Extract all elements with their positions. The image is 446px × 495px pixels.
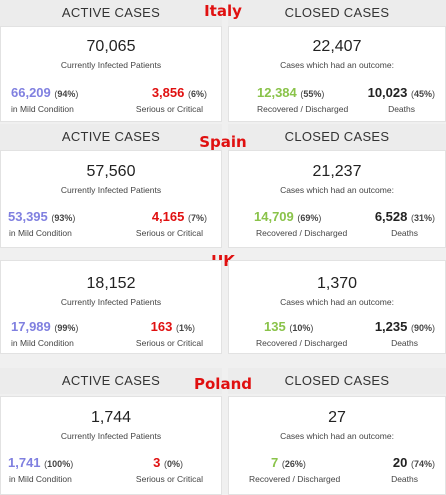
active-subtitle: Currently Infected Patients — [60, 60, 162, 70]
country-block-spain: ACTIVE CASES CLOSED CASES Spain 57,560 C… — [0, 122, 446, 250]
deaths-count: 10,023 (45%) — [367, 85, 435, 100]
active-total: 70,065 — [86, 38, 136, 55]
closed-subtitle: Cases which had an outcome: — [280, 185, 394, 195]
closed-subtitle: Cases which had an outcome: — [280, 297, 394, 307]
closed-subtitle: Cases which had an outcome: — [280, 431, 394, 441]
active-cases-panel: 57,560 Currently Infected Patients 53,39… — [0, 150, 222, 248]
mild-label: in Mild Condition — [11, 104, 74, 114]
closed-cases-panel: 21,237 Cases which had an outcome: 14,70… — [228, 150, 446, 248]
deaths-label: Deaths — [388, 104, 415, 114]
country-block-uk: UK 18,152 Currently Infected Patients 17… — [0, 250, 446, 356]
recovered-label: Recovered / Discharged — [256, 338, 348, 348]
mild-count: 66,209 (94%) — [11, 85, 79, 100]
serious-count: 3,856 (6%) — [151, 85, 207, 100]
active-cases-panel: 1,744 Currently Infected Patients 1,741 … — [0, 396, 222, 495]
recovered-label: Recovered / Discharged — [256, 228, 348, 238]
active-total: 18,152 — [86, 275, 136, 292]
deaths-count: 6,528 (31%) — [374, 209, 435, 224]
deaths-label: Deaths — [391, 338, 418, 348]
mild-count: 53,395 (93%) — [8, 209, 76, 224]
country-block-italy: ACTIVE CASES CLOSED CASES Italy 70,065 C… — [0, 0, 446, 122]
closed-cases-panel: 27 Cases which had an outcome: 7 (26%) R… — [228, 396, 446, 495]
country-label: Poland — [194, 375, 252, 393]
serious-count: 3 (0%) — [153, 455, 183, 470]
mild-label: in Mild Condition — [11, 338, 74, 348]
closed-total: 21,237 — [312, 163, 362, 180]
deaths-count: 1,235 (90%) — [374, 319, 435, 334]
serious-label: Serious or Critical — [135, 104, 203, 114]
closed-subtitle: Cases which had an outcome: — [280, 60, 394, 70]
recovered-label: Recovered / Discharged — [257, 104, 349, 114]
active-subtitle: Currently Infected Patients — [60, 185, 162, 195]
deaths-label: Deaths — [391, 228, 418, 238]
closed-total: 27 — [328, 409, 346, 426]
recovered-label: Recovered / Discharged — [249, 474, 341, 484]
active-cases-header: ACTIVE CASES — [0, 368, 222, 394]
mild-count: 1,741 (100%) — [8, 455, 74, 470]
mild-count: 17,989 (99%) — [11, 319, 79, 334]
closed-cases-panel: 1,370 Cases which had an outcome: 135 (1… — [228, 260, 446, 354]
recovered-count: 12,384 (55%) — [257, 85, 325, 100]
closed-total: 22,407 — [312, 38, 362, 55]
closed-cases-header: CLOSED CASES — [228, 0, 446, 26]
mild-label: in Mild Condition — [9, 228, 72, 238]
country-block-poland: ACTIVE CASES CLOSED CASES Poland 1,744 C… — [0, 368, 446, 495]
closed-cases-header: CLOSED CASES — [228, 124, 446, 150]
active-cases-header: ACTIVE CASES — [0, 124, 222, 150]
serious-count: 163 (1%) — [150, 319, 195, 334]
active-cases-panel: 18,152 Currently Infected Patients 17,98… — [0, 260, 222, 354]
closed-cases-panel: 22,407 Cases which had an outcome: 12,38… — [228, 26, 446, 122]
serious-count: 4,165 (7%) — [151, 209, 207, 224]
active-total: 1,744 — [90, 409, 132, 426]
closed-total: 1,370 — [316, 275, 358, 292]
active-cases-panel: 70,065 Currently Infected Patients 66,20… — [0, 26, 222, 122]
recovered-count: 7 (26%) — [271, 455, 306, 470]
deaths-label: Deaths — [391, 474, 418, 484]
serious-label: Serious or Critical — [135, 474, 203, 484]
active-total: 57,560 — [86, 163, 136, 180]
recovered-count: 135 (10%) — [264, 319, 314, 334]
country-label: Spain — [199, 133, 247, 151]
active-cases-header: ACTIVE CASES — [0, 0, 222, 26]
serious-label: Serious or Critical — [135, 338, 203, 348]
mild-label: in Mild Condition — [9, 474, 72, 484]
serious-label: Serious or Critical — [135, 228, 203, 238]
deaths-count: 20 (74%) — [392, 455, 435, 470]
country-label: Italy — [204, 2, 242, 20]
recovered-count: 14,709 (69%) — [254, 209, 322, 224]
active-subtitle: Currently Infected Patients — [60, 297, 162, 307]
closed-cases-header: CLOSED CASES — [228, 368, 446, 394]
active-subtitle: Currently Infected Patients — [60, 431, 162, 441]
